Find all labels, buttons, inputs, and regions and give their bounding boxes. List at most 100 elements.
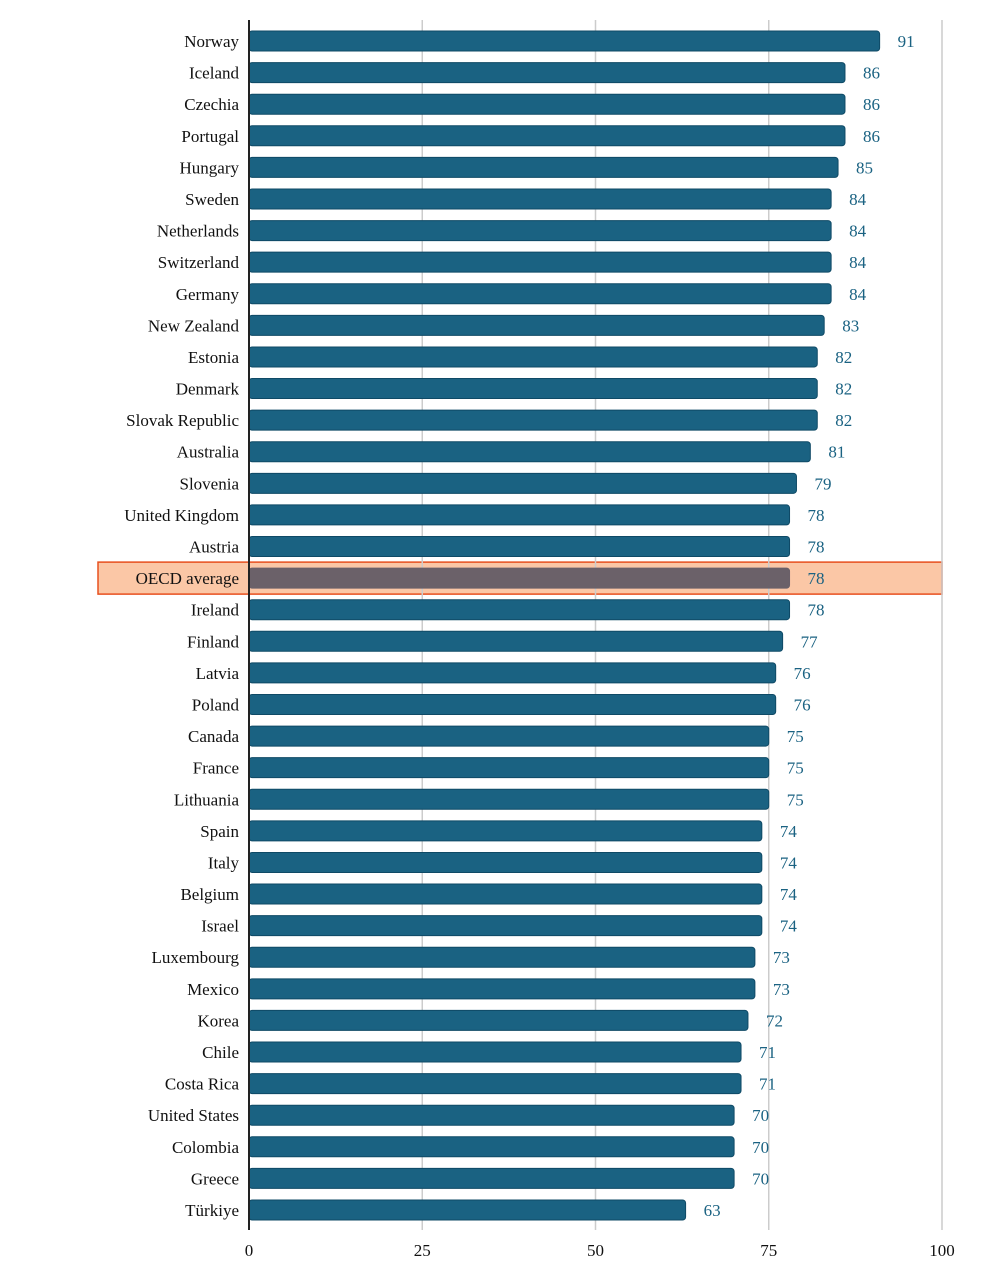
value-label: 84: [849, 222, 867, 241]
bar: [248, 567, 791, 589]
x-tick-label: 0: [245, 1241, 254, 1260]
bar: [248, 915, 763, 937]
value-label: 78: [808, 538, 825, 557]
bar: [248, 251, 832, 273]
bar: [248, 536, 791, 558]
value-label: 77: [801, 632, 819, 651]
category-label: Luxembourg: [151, 948, 239, 967]
category-label: Latvia: [196, 664, 240, 683]
value-label: 82: [835, 411, 852, 430]
category-label: Finland: [187, 632, 239, 651]
category-label: Colombia: [172, 1138, 240, 1157]
bar: [248, 441, 811, 463]
bar: [248, 125, 846, 147]
bar: [248, 978, 756, 1000]
value-label: 70: [752, 1106, 769, 1125]
category-label: Korea: [197, 1011, 239, 1030]
bar: [248, 472, 797, 494]
value-label: 86: [863, 64, 880, 83]
value-label: 85: [856, 158, 873, 177]
bar: [248, 662, 777, 684]
category-label: France: [193, 759, 239, 778]
value-label: 82: [835, 348, 852, 367]
value-label: 74: [780, 917, 798, 936]
category-label: United Kingdom: [124, 506, 239, 525]
value-label: 75: [787, 759, 804, 778]
x-tick-label: 100: [929, 1241, 955, 1260]
value-label: 91: [898, 32, 915, 51]
value-label: 76: [794, 695, 811, 714]
category-label: Switzerland: [158, 253, 240, 272]
value-label: 78: [808, 506, 825, 525]
value-label: 74: [780, 885, 798, 904]
bar: [248, 314, 825, 336]
bar: [248, 504, 791, 526]
bar: [248, 820, 763, 842]
category-label: Lithuania: [174, 790, 240, 809]
value-label: 76: [794, 664, 811, 683]
bar: [248, 693, 777, 715]
bar: [248, 1009, 749, 1031]
bar: [248, 346, 818, 368]
value-label: 84: [849, 285, 867, 304]
value-label: 72: [766, 1011, 783, 1030]
category-label: Slovenia: [180, 474, 240, 493]
bar: [248, 156, 839, 178]
category-label: Italy: [208, 853, 240, 872]
bar: [248, 1136, 735, 1158]
category-label: Czechia: [184, 95, 239, 114]
x-tick-label: 50: [587, 1241, 604, 1260]
value-label: 63: [704, 1201, 721, 1220]
category-label: Mexico: [187, 980, 239, 999]
category-label: New Zealand: [148, 316, 240, 335]
category-label: Norway: [184, 32, 239, 51]
bar: [248, 757, 770, 779]
category-label: Sweden: [185, 190, 239, 209]
category-label: Germany: [176, 285, 240, 304]
category-label: OECD average: [136, 569, 239, 588]
value-label: 75: [787, 727, 804, 746]
bar: [248, 93, 846, 115]
value-label: 70: [752, 1138, 769, 1157]
bar: [248, 1167, 735, 1189]
value-label: 71: [759, 1075, 776, 1094]
value-label: 75: [787, 790, 804, 809]
bar: [248, 220, 832, 242]
category-label: Austria: [189, 538, 240, 557]
value-label: 84: [849, 190, 867, 209]
category-label: Israel: [201, 917, 239, 936]
bar: [248, 378, 818, 400]
bar: [248, 1104, 735, 1126]
bar: [248, 62, 846, 84]
value-label: 73: [773, 980, 790, 999]
bar: [248, 630, 784, 652]
bar: [248, 883, 763, 905]
category-label: Canada: [188, 727, 239, 746]
x-tick-label: 75: [760, 1241, 777, 1260]
category-label: Iceland: [189, 64, 240, 83]
value-label: 74: [780, 822, 798, 841]
category-label: Hungary: [180, 158, 240, 177]
value-label: 86: [863, 95, 880, 114]
category-label: Estonia: [188, 348, 239, 367]
category-label: Poland: [192, 695, 240, 714]
category-label: Greece: [191, 1169, 239, 1188]
value-label: 79: [814, 474, 831, 493]
bar: [248, 188, 832, 210]
category-label: Spain: [200, 822, 239, 841]
category-label: Türkiye: [185, 1201, 239, 1220]
category-label: Ireland: [191, 601, 240, 620]
value-label: 81: [828, 443, 845, 462]
x-tick-label: 25: [414, 1241, 431, 1260]
value-label: 70: [752, 1169, 769, 1188]
bar: [248, 851, 763, 873]
value-label: 78: [808, 569, 825, 588]
category-label: Netherlands: [157, 222, 239, 241]
value-label: 83: [842, 316, 859, 335]
bar: [248, 946, 756, 968]
category-label: Australia: [177, 443, 240, 462]
category-label: Costa Rica: [165, 1075, 240, 1094]
bar: [248, 283, 832, 305]
bar: [248, 788, 770, 810]
